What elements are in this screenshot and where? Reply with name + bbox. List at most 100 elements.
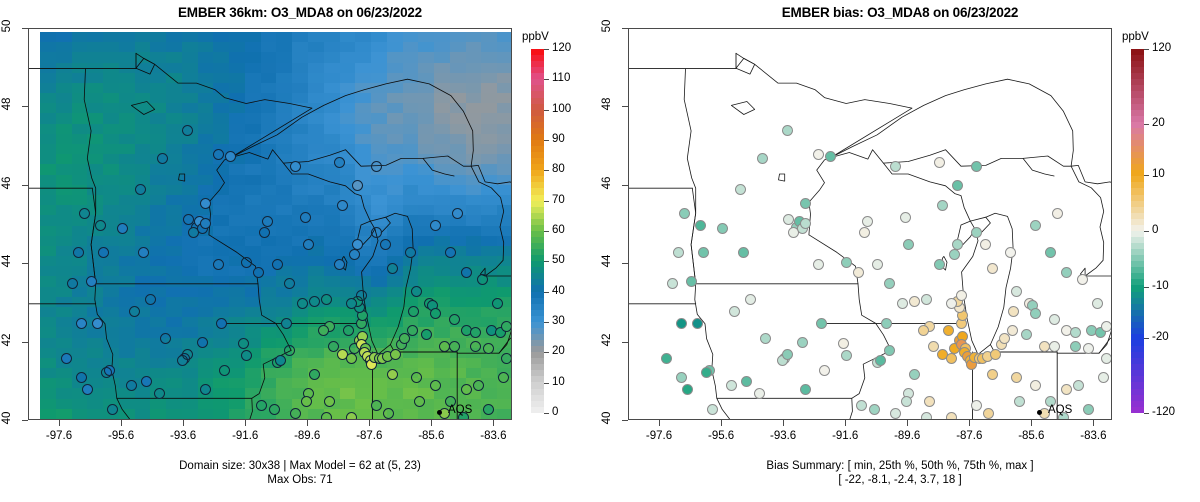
bias-marker[interactable]: [1006, 325, 1018, 337]
bias-marker[interactable]: [666, 278, 678, 290]
observation-marker[interactable]: [129, 305, 140, 317]
bias-marker[interactable]: [946, 297, 958, 309]
bias-marker[interactable]: [946, 411, 958, 419]
observation-marker[interactable]: [197, 337, 209, 349]
bias-marker[interactable]: [753, 388, 765, 400]
bias-marker[interactable]: [685, 276, 697, 288]
bias-marker[interactable]: [698, 246, 709, 258]
observation-marker[interactable]: [281, 317, 292, 329]
observation-marker[interactable]: [501, 321, 511, 333]
bias-marker[interactable]: [955, 290, 967, 302]
map-plot-model[interactable]: AQS: [28, 28, 512, 420]
bias-marker[interactable]: [840, 350, 852, 362]
observation-marker[interactable]: [408, 305, 420, 317]
bias-marker[interactable]: [902, 239, 914, 251]
observation-marker[interactable]: [398, 333, 410, 345]
bias-marker[interactable]: [800, 217, 812, 229]
bias-marker[interactable]: [1014, 395, 1026, 407]
observation-marker[interactable]: [501, 352, 511, 364]
observation-marker[interactable]: [296, 297, 308, 309]
observation-marker[interactable]: [371, 227, 382, 239]
bias-marker[interactable]: [943, 325, 955, 337]
observation-marker[interactable]: [144, 294, 156, 305]
observation-marker[interactable]: [225, 150, 237, 162]
observation-marker[interactable]: [448, 313, 460, 325]
bias-marker[interactable]: [933, 258, 945, 270]
bias-marker[interactable]: [660, 352, 672, 364]
observation-marker[interactable]: [429, 307, 441, 319]
observation-marker[interactable]: [259, 227, 271, 239]
bias-marker[interactable]: [980, 239, 992, 251]
bias-marker[interactable]: [819, 364, 830, 376]
observation-marker[interactable]: [212, 148, 224, 160]
bias-marker[interactable]: [884, 278, 896, 290]
bias-marker[interactable]: [760, 333, 771, 345]
observation-marker[interactable]: [66, 278, 78, 290]
bias-marker[interactable]: [840, 256, 852, 268]
bias-marker[interactable]: [1070, 327, 1082, 339]
bias-marker[interactable]: [682, 384, 694, 396]
observation-marker[interactable]: [181, 348, 193, 360]
observation-marker[interactable]: [94, 219, 106, 231]
bias-marker[interactable]: [825, 150, 837, 162]
bias-marker[interactable]: [901, 395, 913, 407]
bias-marker[interactable]: [701, 366, 713, 378]
bias-marker[interactable]: [856, 399, 868, 411]
observation-marker[interactable]: [125, 380, 137, 392]
bias-marker[interactable]: [1051, 207, 1063, 219]
observation-marker[interactable]: [411, 372, 423, 384]
observation-marker[interactable]: [371, 399, 382, 411]
bias-marker[interactable]: [812, 148, 824, 160]
observation-marker[interactable]: [237, 337, 249, 349]
observation-marker[interactable]: [253, 266, 265, 278]
bias-marker[interactable]: [1070, 341, 1082, 352]
observation-marker[interactable]: [420, 329, 432, 341]
observation-marker[interactable]: [284, 344, 296, 356]
observation-marker[interactable]: [386, 368, 398, 380]
bias-marker[interactable]: [1095, 327, 1107, 339]
bias-marker[interactable]: [989, 348, 1001, 360]
bias-marker[interactable]: [744, 294, 756, 305]
observation-marker[interactable]: [308, 368, 320, 380]
observation-marker[interactable]: [156, 152, 168, 164]
bias-marker[interactable]: [971, 399, 982, 411]
bias-marker[interactable]: [1101, 352, 1111, 364]
observation-marker[interactable]: [321, 411, 333, 419]
bias-marker[interactable]: [716, 223, 728, 235]
bias-marker[interactable]: [1092, 297, 1103, 309]
bias-marker[interactable]: [707, 403, 719, 415]
observation-marker[interactable]: [318, 325, 330, 337]
bias-marker[interactable]: [933, 156, 945, 168]
bias-marker[interactable]: [868, 403, 880, 415]
observation-marker[interactable]: [219, 364, 230, 376]
bias-marker[interactable]: [986, 368, 998, 380]
observation-marker[interactable]: [346, 297, 358, 309]
observation-marker[interactable]: [262, 215, 274, 227]
observation-marker[interactable]: [476, 274, 488, 286]
observation-marker[interactable]: [336, 199, 348, 211]
bias-marker[interactable]: [741, 376, 753, 388]
observation-marker[interactable]: [284, 278, 296, 290]
bias-marker[interactable]: [797, 337, 809, 349]
observation-marker[interactable]: [429, 380, 441, 392]
observation-marker[interactable]: [181, 125, 193, 137]
observation-marker[interactable]: [60, 352, 72, 364]
bias-marker[interactable]: [890, 160, 902, 172]
bias-marker[interactable]: [871, 258, 883, 270]
observation-marker[interactable]: [406, 325, 418, 337]
observation-marker[interactable]: [200, 384, 212, 396]
observation-marker[interactable]: [256, 399, 268, 411]
bias-marker[interactable]: [881, 317, 892, 329]
bias-marker[interactable]: [1082, 343, 1094, 354]
bias-marker[interactable]: [1061, 384, 1072, 396]
observation-marker[interactable]: [85, 276, 97, 288]
observation-marker[interactable]: [386, 262, 398, 274]
observation-marker[interactable]: [160, 333, 171, 345]
bias-marker[interactable]: [694, 219, 706, 231]
observation-marker[interactable]: [215, 317, 227, 329]
bias-marker[interactable]: [983, 407, 995, 419]
observation-marker[interactable]: [470, 341, 482, 352]
bias-marker[interactable]: [1011, 286, 1023, 298]
bias-marker[interactable]: [1020, 329, 1032, 341]
bias-marker[interactable]: [1076, 274, 1088, 286]
